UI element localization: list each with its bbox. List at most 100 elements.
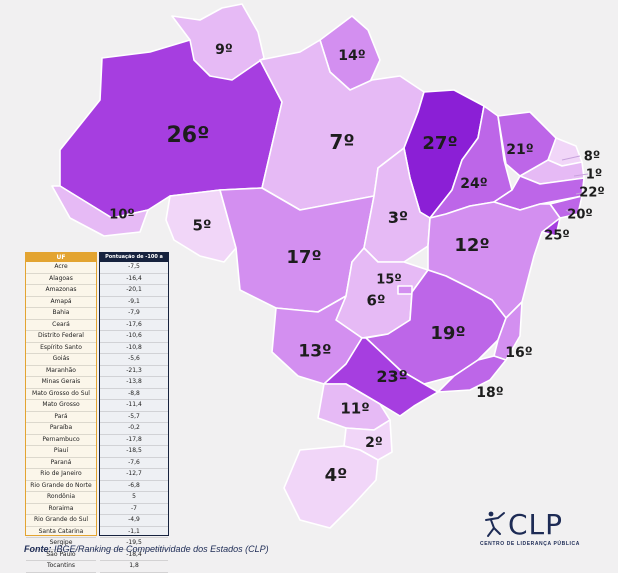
table-row-uf: Bahia	[26, 308, 96, 320]
uf-list: Acre Alagoas Amazonas Amapá Bahia Ceará Distri…	[26, 262, 96, 573]
table-row-score: -10,6	[100, 331, 168, 343]
source-note: Fonte: IBGE/Ranking de Competitividade d…	[24, 544, 269, 554]
table-row-score: -9,1	[100, 297, 168, 308]
rank-label-AL: 20º	[567, 207, 593, 223]
rank-label-SE: 25º	[544, 228, 570, 244]
rank-label-MS: 13º	[298, 341, 332, 362]
table-row-uf: Distrito Federal	[26, 331, 96, 343]
table-row-uf: Minas Gerais	[26, 377, 96, 389]
table-row-uf: Ceará	[26, 320, 96, 331]
table-row-uf: Mato Grosso do Sul	[26, 389, 96, 400]
state-RS[interactable]	[283, 445, 379, 529]
rank-label-SP: 23º	[376, 367, 408, 386]
rank-label-GO: 6º	[366, 291, 386, 310]
table-row-score: -19,5	[100, 538, 168, 550]
rank-label-RJ: 18º	[476, 385, 504, 401]
clp-figure-icon	[485, 511, 505, 537]
table-row-score: -17,8	[100, 435, 168, 446]
table-row-uf: Rio de Janeiro	[26, 469, 96, 481]
table-row-uf: Roraima	[26, 504, 96, 515]
rank-label-PR: 11º	[340, 399, 370, 418]
table-row-uf: Mato Grosso	[26, 400, 96, 412]
logo-name: CLP	[508, 508, 564, 541]
table-row-uf: Goiás	[26, 354, 96, 366]
connector-line	[575, 191, 587, 195]
table-row-score: -5,6	[100, 354, 168, 366]
rank-label-AP: 14º	[338, 48, 366, 64]
source-label: Fonte:	[24, 544, 52, 554]
state-RJ[interactable]	[437, 355, 507, 393]
rank-label-RR: 9º	[215, 42, 233, 58]
connector-line	[565, 209, 573, 215]
logo-subtitle: CENTRO DE LIDERANÇA PÚBLICA	[480, 541, 580, 547]
table-row-uf: Rondônia	[26, 492, 96, 504]
table-row-score: -13,8	[100, 377, 168, 389]
table-row-score: -8,8	[100, 389, 168, 400]
clp-logo: CLP CENTRO DE LIDERANÇA PÚBLICA	[478, 508, 598, 550]
rank-label-PE: 22º	[579, 185, 605, 201]
rank-label-RO: 5º	[192, 216, 212, 235]
rank-label-RS: 4º	[324, 465, 348, 486]
source-text: IBGE/Ranking de Competitividade dos Esta…	[51, 544, 269, 554]
rank-label-RN: 8º	[583, 149, 601, 165]
table-row-uf: Paraná	[26, 458, 96, 469]
table-row-uf: Tocantins	[26, 561, 96, 573]
rank-label-CE: 21º	[506, 142, 534, 158]
rank-label-SC: 2º	[365, 435, 383, 451]
rank-label-DF: 15º	[376, 272, 402, 288]
table-row-score: -17,6	[100, 320, 168, 331]
table-row-uf: Espírito Santo	[26, 343, 96, 354]
table-row-uf: Sergipe	[26, 538, 96, 550]
table-row-score: 1,8	[100, 561, 168, 573]
rank-label-AM: 26º	[166, 123, 210, 148]
table-row-uf: Santa Catarina	[26, 527, 96, 538]
state-RR[interactable]	[171, 3, 265, 81]
connector-line	[547, 229, 553, 235]
table-row-score: -10,8	[100, 343, 168, 354]
table-row-score: -16,4	[100, 274, 168, 285]
table-row-score: -7,5	[100, 262, 168, 274]
table-header-score: Pontuação de -100 a 100	[100, 253, 168, 269]
table-row-score: 5	[100, 492, 168, 504]
table-row-uf: Maranhão	[26, 366, 96, 377]
table-row-uf: Rio Grande do Norte	[26, 481, 96, 492]
table-row-uf: São Paulo	[26, 550, 96, 561]
table-row-score: -4,9	[100, 515, 168, 527]
rank-label-AC: 10º	[109, 207, 135, 223]
table-row-score: -20,1	[100, 285, 168, 297]
connector-line	[573, 173, 589, 177]
table-row-uf: Amapá	[26, 297, 96, 308]
table-row-uf: Alagoas	[26, 274, 96, 285]
connector-line	[561, 155, 581, 161]
table-row-score: -5,7	[100, 412, 168, 423]
table-uf-column: UF Acre Alagoas Amazonas Amapá Bahia Ceará Dis…	[25, 252, 97, 573]
table-row-score: -18,4	[100, 550, 168, 561]
table-row-uf: Paraíba	[26, 423, 96, 435]
table-row-score: -18,5	[100, 446, 168, 458]
rank-label-PI: 24º	[460, 176, 488, 192]
table-row-uf: Rio Grande do Sul	[26, 515, 96, 527]
rank-label-MA: 27º	[422, 133, 458, 154]
state-AC[interactable]	[51, 185, 149, 237]
rank-label-TO: 3º	[387, 208, 409, 227]
table-row-score: -0,2	[100, 423, 168, 435]
rank-label-MG: 19º	[430, 323, 466, 344]
table-row-uf: Piauí	[26, 446, 96, 458]
table-row-score: -7,9	[100, 308, 168, 320]
table-row-uf: Amazonas	[26, 285, 96, 297]
table-row-score: -1,1	[100, 527, 168, 538]
rank-label-BA: 12º	[454, 235, 490, 256]
state-SP[interactable]	[323, 337, 439, 417]
rank-label-PB: 1º	[585, 167, 603, 183]
rank-label-ES: 16º	[505, 345, 533, 361]
table-row-score: -21,3	[100, 366, 168, 377]
table-score-column: Pontuação de -100 a 100 -7,5 -16,4 -20,1 -9…	[99, 252, 169, 573]
table-row-score: -11,4	[100, 400, 168, 412]
rank-label-MT: 17º	[286, 247, 322, 268]
table-row-score: -6,8	[100, 481, 168, 492]
rank-label-PA: 7º	[329, 130, 355, 154]
table-row-uf: Pará	[26, 412, 96, 423]
table-row-uf: Pernambuco	[26, 435, 96, 446]
table-row-score: -12,7	[100, 469, 168, 481]
